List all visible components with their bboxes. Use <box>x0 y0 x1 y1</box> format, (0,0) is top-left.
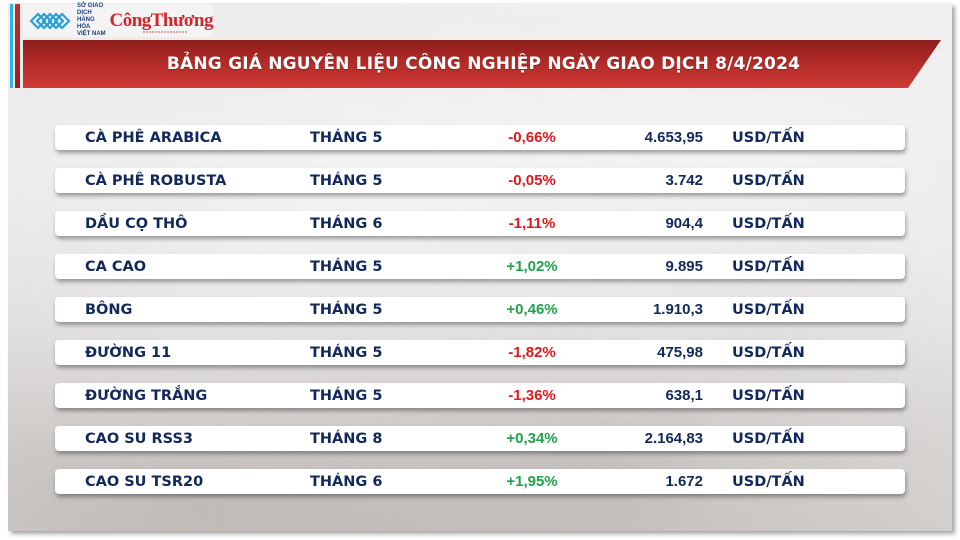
contract-month: THÁNG 5 <box>310 345 383 361</box>
page-title: BẢNG GIÁ NGUYÊN LIỆU CÔNG NGHIỆP NGÀY GI… <box>166 54 801 74</box>
contract-month: THÁNG 6 <box>310 216 383 232</box>
commodity-name: ĐƯỜNG 11 <box>85 345 172 361</box>
commodity-name: CÀ PHÊ ROBUSTA <box>85 173 227 189</box>
commodity-name: CAO SU RSS3 <box>85 431 193 447</box>
contract-month: THÁNG 5 <box>310 259 383 275</box>
price-unit: USD/TẤN <box>732 388 805 404</box>
logo-strip: SỞ GIAO DỊCH HÀNG HÓA VIỆT NAM CôngThươn… <box>23 3 213 38</box>
commodity-name: DẦU CỌ THÔ <box>85 216 188 232</box>
contract-month: THÁNG 5 <box>310 388 383 404</box>
commodity-name: CAO SU TSR20 <box>85 474 204 490</box>
commodity-name: ĐƯỜNG TRẮNG <box>85 388 208 404</box>
publisher-logo-text: CôngThương <box>109 9 213 31</box>
accent-line-cyan <box>10 4 13 88</box>
price-change: -0,66% <box>508 129 556 146</box>
table-row: CÀ PHÊ ROBUSTA THÁNG 5 -0,05% 3.742 USD/… <box>55 168 905 193</box>
price-unit: USD/TẤN <box>732 345 805 361</box>
price-unit: USD/TẤN <box>732 173 805 189</box>
price-change: +1,95% <box>506 473 558 490</box>
table-row: CAO SU TSR20 THÁNG 6 +1,95% 1.672 USD/TẤ… <box>55 469 905 494</box>
price-value: 1.672 <box>665 473 703 490</box>
contract-month: THÁNG 8 <box>310 431 383 447</box>
publisher-logo-underline <box>143 30 188 33</box>
price-value: 9.895 <box>665 258 703 275</box>
price-unit: USD/TẤN <box>732 259 805 275</box>
price-change: -1,11% <box>508 215 556 232</box>
table-row: BÔNG THÁNG 5 +0,46% 1.910,3 USD/TẤN <box>55 297 905 322</box>
exchange-logo-line-1: SỞ GIAO DỊCH <box>77 3 104 16</box>
price-change: +0,34% <box>506 430 558 447</box>
price-value: 638,1 <box>665 387 703 404</box>
contract-month: THÁNG 6 <box>310 474 383 490</box>
price-unit: USD/TẤN <box>732 216 805 232</box>
exchange-logo-line-2: HÀNG HÓA <box>77 17 95 30</box>
table-row: ĐƯỜNG 11 THÁNG 5 -1,82% 475,98 USD/TẤN <box>55 340 905 365</box>
contract-month: THÁNG 5 <box>310 130 383 146</box>
price-value: 2.164,83 <box>644 430 703 447</box>
commodity-name: CA CAO <box>85 259 147 275</box>
exchange-logo-line-3: VIỆT NAM <box>77 31 106 37</box>
table-row: CA CAO THÁNG 5 +1,02% 9.895 USD/TẤN <box>55 254 905 279</box>
table-row: CAO SU RSS3 THÁNG 8 +0,34% 2.164,83 USD/… <box>55 426 905 451</box>
price-unit: USD/TẤN <box>732 474 805 490</box>
price-unit: USD/TẤN <box>732 130 805 146</box>
commodity-name: BÔNG <box>85 302 133 318</box>
title-banner <box>23 40 941 88</box>
price-value: 3.742 <box>665 172 703 189</box>
exchange-logo-text: SỞ GIAO DỊCH HÀNG HÓA VIỆT NAM <box>77 3 107 38</box>
price-unit: USD/TẤN <box>732 302 805 318</box>
contract-month: THÁNG 5 <box>310 173 383 189</box>
commodity-name: CÀ PHÊ ARABICA <box>85 130 222 146</box>
price-change: -1,36% <box>508 387 556 404</box>
table-row: ĐƯỜNG TRẮNG THÁNG 5 -1,36% 638,1 USD/TẤN <box>55 383 905 408</box>
price-change: +0,46% <box>506 301 558 318</box>
price-value: 1.910,3 <box>652 301 703 318</box>
price-value: 904,4 <box>665 215 703 232</box>
price-change: +1,02% <box>506 258 558 275</box>
price-value: 4.653,95 <box>644 129 703 146</box>
price-unit: USD/TẤN <box>732 431 805 447</box>
price-value: 475,98 <box>657 344 703 361</box>
price-change: -1,82% <box>508 344 556 361</box>
price-change: -0,05% <box>508 172 556 189</box>
contract-month: THÁNG 5 <box>310 302 383 318</box>
table-row: DẦU CỌ THÔ THÁNG 6 -1,11% 904,4 USD/TẤN <box>55 211 905 236</box>
accent-bar-red <box>15 4 20 88</box>
exchange-logo-icon <box>29 10 71 32</box>
table-row: CÀ PHÊ ARABICA THÁNG 5 -0,66% 4.653,95 U… <box>55 125 905 150</box>
publisher-logo: CôngThương <box>109 9 213 33</box>
